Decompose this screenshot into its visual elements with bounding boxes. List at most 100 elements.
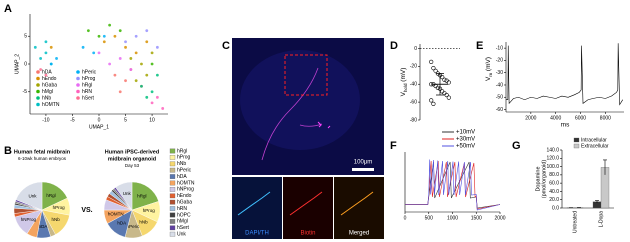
trace <box>405 160 501 210</box>
point <box>55 57 58 60</box>
point <box>86 29 90 33</box>
legend-label: hMgl <box>42 89 53 95</box>
tile-label: Biotin <box>300 231 315 237</box>
point <box>431 66 436 71</box>
point <box>44 40 48 44</box>
panel-label: A <box>4 3 12 15</box>
legend-swatch <box>169 225 176 231</box>
micrograph: 100μm DAPI/TH Biotin Merged <box>232 38 384 239</box>
legend-label: hNProg <box>177 187 194 193</box>
point <box>118 90 122 94</box>
legend-label: hMgl <box>177 219 188 225</box>
tile-fiber <box>237 191 271 216</box>
x-tick-label: 0 <box>404 215 407 221</box>
tile <box>232 177 282 239</box>
label-symbol: V <box>485 76 492 81</box>
error-bar <box>595 200 599 204</box>
x-axis-label: ms <box>561 122 570 129</box>
legend-swatch <box>169 199 176 205</box>
legend-swatch <box>36 83 40 87</box>
point <box>102 34 106 38</box>
pie-subtitle: Day 53 <box>125 163 140 168</box>
point <box>118 57 122 60</box>
slice-label: hPeric <box>127 224 141 229</box>
point <box>108 62 112 66</box>
tile-label: DAPI/TH <box>245 231 269 237</box>
legend-swatch <box>169 167 176 173</box>
trace <box>506 43 624 106</box>
x-tick-label: 500 <box>425 215 434 221</box>
y-axis-label: (pmol/organoid) <box>541 160 547 199</box>
legend-label: hProg <box>82 76 96 82</box>
legend-swatch <box>76 70 80 74</box>
y-tick-label: -30 <box>496 70 503 76</box>
panel-label: G <box>512 140 521 152</box>
slice-label: Unk <box>29 193 38 198</box>
point <box>145 40 149 44</box>
label-symbol: V <box>400 91 407 96</box>
legend-label: hGaba <box>42 82 57 88</box>
x-tick-label: 10 <box>149 117 155 123</box>
legend-label: hDA <box>177 174 187 180</box>
point <box>155 95 159 99</box>
x-tick-label: 0 <box>98 117 101 123</box>
trace <box>405 159 501 211</box>
legend-label: Extracellular <box>581 143 609 149</box>
panel-label: F <box>390 140 397 152</box>
y-tick-label: 0.0 <box>552 205 559 211</box>
legend-swatch <box>573 143 580 149</box>
y-tick-label: 140.0 <box>546 147 559 153</box>
x-tick-label: 6000 <box>575 115 586 121</box>
legend-label: hRgl <box>82 82 92 88</box>
legend-swatch <box>36 89 40 94</box>
x-tick-label: L-Dopa <box>598 211 604 228</box>
legend-label: hEndo <box>177 193 192 199</box>
y-tick-label: -80 <box>410 117 417 123</box>
legend-swatch <box>36 76 40 81</box>
tile-fiber <box>340 191 374 216</box>
legend-label: hSert <box>177 225 190 231</box>
legend-swatch <box>76 96 80 100</box>
y-axis-label: Dopamine <box>535 166 541 191</box>
x-tick-label: -10 <box>42 117 49 123</box>
point <box>81 45 85 49</box>
point <box>44 73 48 77</box>
legend-swatch <box>169 180 176 186</box>
point <box>49 62 53 66</box>
y-tick-label: 40.0 <box>549 189 559 195</box>
x-tick-label: 1500 <box>471 215 482 221</box>
tile <box>283 177 333 239</box>
legend-label: hOPC <box>177 212 191 218</box>
legend-swatch <box>169 206 176 211</box>
y-axis-label: UMAP_2 <box>14 54 20 74</box>
pie-title: midbrain organoid <box>108 156 156 162</box>
legend-label: hSert <box>82 95 95 101</box>
y-tick-label: -60 <box>496 107 503 113</box>
y-tick-label: 80.0 <box>549 172 559 178</box>
y-tick-label: -20 <box>496 58 503 64</box>
point <box>446 95 451 100</box>
point <box>155 73 159 77</box>
image-glow <box>240 50 360 150</box>
y-tick-label: -40 <box>496 82 503 88</box>
point <box>145 95 149 99</box>
x-tick-label: 4000 <box>550 115 561 121</box>
pie-subtitle: 6-10wk human embryos <box>18 156 67 161</box>
x-tick-label: 8000 <box>600 115 611 121</box>
error-bar <box>436 73 444 96</box>
x-tick-label: 2000 <box>525 115 536 121</box>
y-axis-label: Vhold (mV) <box>400 68 408 97</box>
legend-label: hRgl <box>177 148 187 154</box>
legend-label: hProg <box>177 155 191 161</box>
legend-label: +30mV <box>456 137 475 143</box>
x-tick-label: Untreated <box>572 211 578 233</box>
x-tick-label: 2000 <box>494 215 505 221</box>
y-tick-label: 60.0 <box>549 180 559 186</box>
point <box>145 73 149 77</box>
point <box>108 23 112 27</box>
annotation: VS. <box>81 207 92 214</box>
scale-bar <box>352 168 374 171</box>
point <box>124 45 127 49</box>
tile-fiber <box>289 191 323 216</box>
